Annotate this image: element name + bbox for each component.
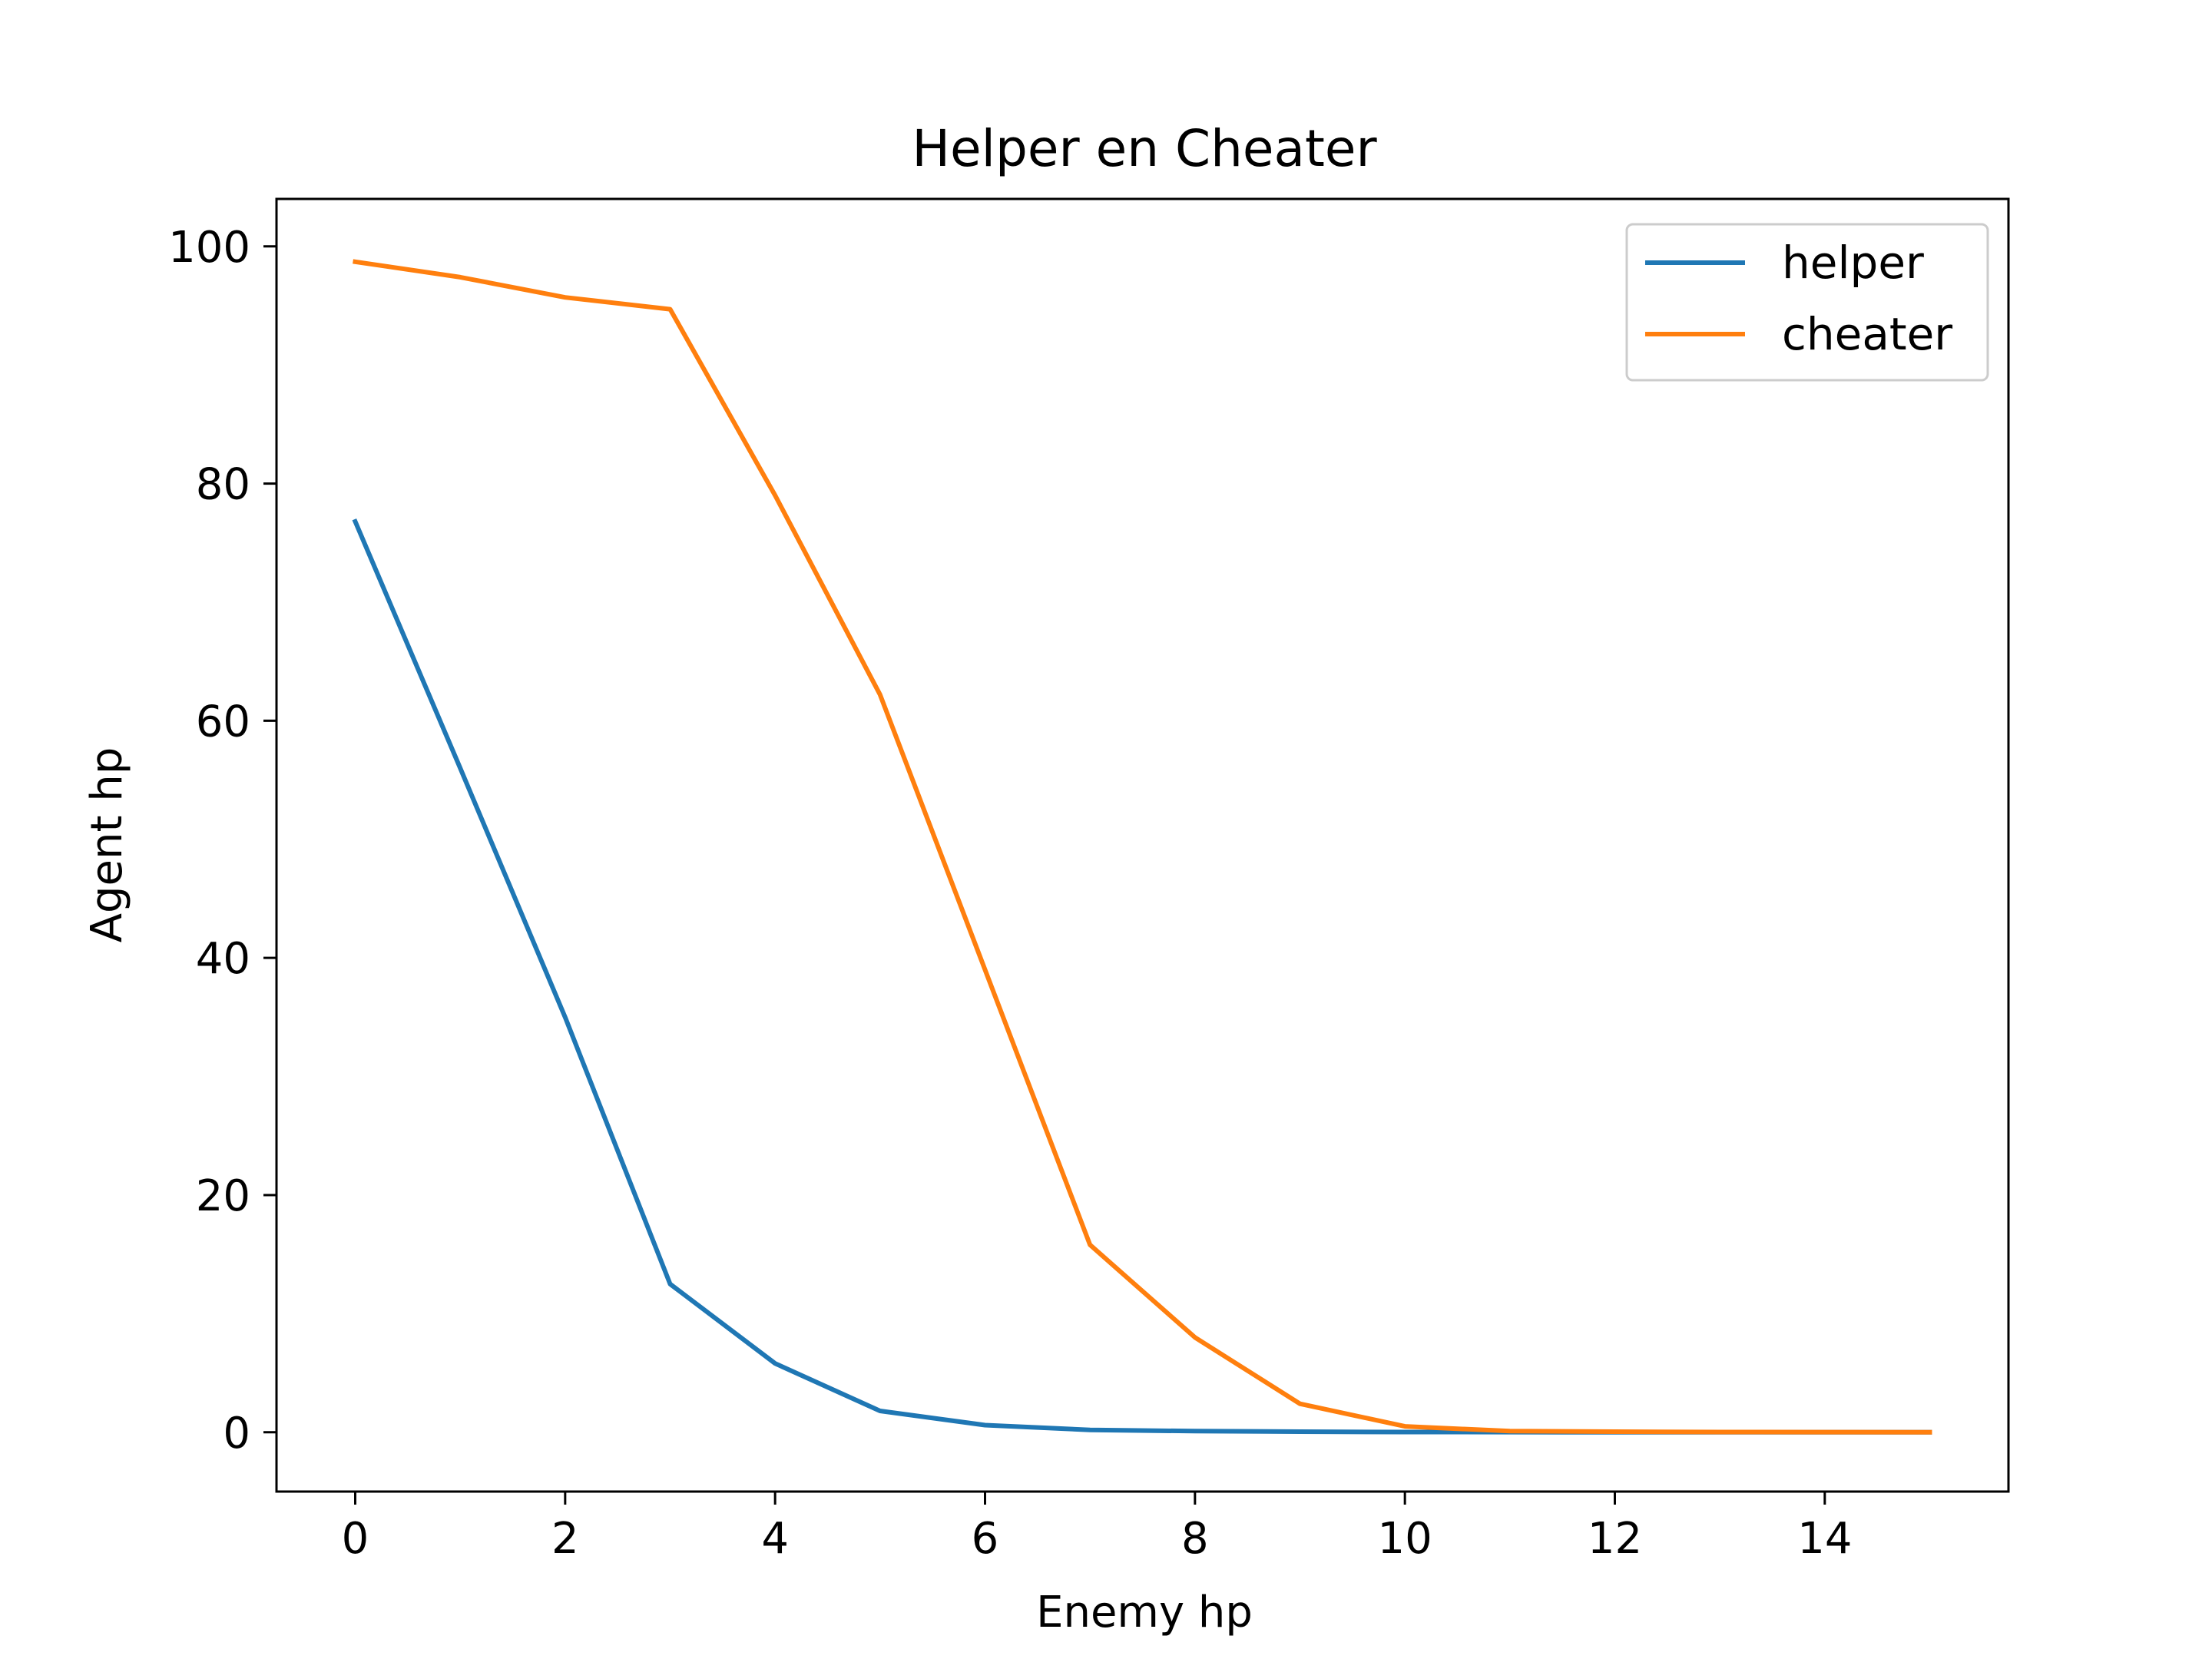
x-axis: 0 2 4 6 8 10 12 14 <box>342 1492 1852 1564</box>
x-tick-label: 4 <box>761 1514 789 1564</box>
y-tick-label: 100 <box>168 223 250 273</box>
x-tick-label: 10 <box>1378 1514 1432 1564</box>
chart-title: Helper en Cheater <box>912 119 1377 178</box>
x-tick-label: 12 <box>1588 1514 1642 1564</box>
y-tick-label: 80 <box>196 460 250 510</box>
series-line-cheater <box>353 259 1932 1435</box>
y-tick-label: 60 <box>196 697 250 747</box>
plot-frame <box>275 197 2010 1493</box>
series-lines <box>352 259 1932 1435</box>
x-tick-label: 0 <box>342 1514 369 1564</box>
x-tick-label: 2 <box>551 1514 579 1564</box>
x-axis-label: Enemy hp <box>1036 1588 1253 1637</box>
y-axis-label: Agent hp <box>82 747 132 943</box>
y-axis: 0 20 40 60 80 100 <box>168 223 276 1459</box>
x-tick-label: 8 <box>1181 1514 1209 1564</box>
legend-label-helper: helper <box>1782 237 1924 289</box>
y-tick-label: 20 <box>196 1171 250 1221</box>
y-tick-label: 40 <box>196 934 250 984</box>
legend-label-cheater: cheater <box>1782 308 1952 360</box>
y-tick-label: 0 <box>223 1409 250 1459</box>
legend: helper cheater <box>1625 223 1989 382</box>
x-tick-label: 14 <box>1797 1514 1852 1564</box>
plot-area <box>275 197 2010 1493</box>
x-tick-label: 6 <box>972 1514 999 1564</box>
